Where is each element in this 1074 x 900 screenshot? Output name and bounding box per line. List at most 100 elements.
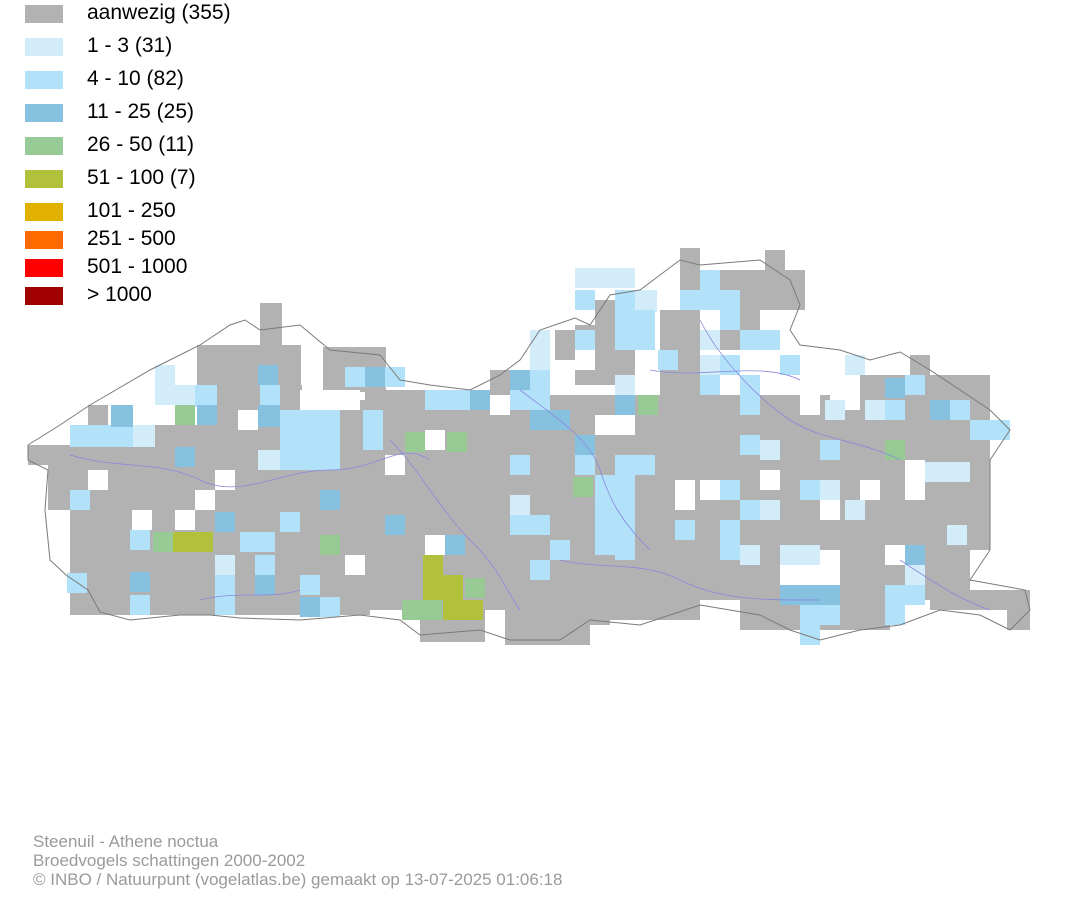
river-line bbox=[649, 369, 801, 381]
grid-cell-26-50 bbox=[465, 578, 485, 598]
grid-cell-11-25 bbox=[385, 515, 405, 535]
grid-cell-11-25 bbox=[258, 405, 280, 427]
grid-cell-4-10 bbox=[385, 367, 405, 387]
grid-cell-11-25 bbox=[197, 405, 217, 425]
grid-cell-present bbox=[260, 303, 282, 345]
grid-cell-present bbox=[765, 250, 785, 275]
grid-cell-1-3 bbox=[700, 330, 720, 350]
grid-cell-4-10 bbox=[950, 400, 970, 420]
grid-cell-4-10 bbox=[615, 540, 635, 560]
grid-cell-absent bbox=[132, 510, 152, 530]
grid-cell-26-50 bbox=[320, 535, 340, 555]
grid-cell-11-25 bbox=[300, 597, 320, 617]
grid-cell-1-3 bbox=[760, 440, 780, 460]
grid-cell-4-10 bbox=[320, 597, 340, 617]
grid-cell-1-3 bbox=[575, 268, 635, 288]
region-outline bbox=[27, 259, 1031, 641]
grid-cell-4-10 bbox=[885, 605, 905, 625]
grid-cell-absent bbox=[800, 375, 820, 415]
grid-cell-absent bbox=[425, 430, 445, 450]
grid-cell-present bbox=[785, 270, 805, 310]
legend-swatch bbox=[25, 170, 63, 188]
river-line bbox=[899, 559, 991, 611]
legend-swatch bbox=[25, 137, 63, 155]
river-line bbox=[199, 589, 301, 601]
grid-cell-26-50 bbox=[885, 440, 905, 460]
grid-cell-1-3 bbox=[760, 500, 780, 520]
grid-cell-26-50 bbox=[447, 432, 467, 452]
grid-cell-11-25 bbox=[130, 572, 150, 592]
legend-swatch bbox=[25, 5, 63, 23]
grid-cell-present bbox=[505, 600, 590, 645]
grid-cell-absent bbox=[215, 470, 235, 490]
rivers bbox=[69, 319, 991, 611]
legend-swatch bbox=[25, 287, 63, 305]
grid-cell-11-25 bbox=[615, 395, 635, 415]
grid-cell-absent bbox=[700, 480, 720, 500]
grid-cell-present bbox=[1007, 605, 1030, 630]
legend: aanwezig (355) 1 - 3 (31) 4 - 10 (82) 11 - … bbox=[0, 0, 400, 320]
grid-cell-1-3 bbox=[865, 400, 885, 420]
grid-cell-absent bbox=[88, 470, 108, 490]
grid-cell-4-10 bbox=[300, 575, 320, 595]
grid-cell-1-3 bbox=[947, 525, 967, 545]
river-line bbox=[559, 559, 821, 601]
grid-cell-26-50 bbox=[405, 432, 425, 452]
grid-cell-11-25 bbox=[930, 400, 950, 420]
legend-label: 11 - 25 (25) bbox=[87, 100, 194, 123]
legend-swatch bbox=[25, 104, 63, 122]
grid-cell-4-10 bbox=[130, 595, 150, 615]
grid-cell-51-100 bbox=[423, 555, 443, 575]
grid-cell-present bbox=[88, 405, 108, 425]
grid-cell-1-3 bbox=[700, 355, 720, 375]
grid-cell-absent bbox=[301, 345, 323, 385]
grid-cell-4-10 bbox=[70, 425, 133, 447]
grid-cell-1-3 bbox=[510, 495, 530, 515]
grid-cell-4-10 bbox=[820, 440, 840, 460]
legend-label: 4 - 10 (82) bbox=[87, 67, 184, 90]
grid-cell-11-25 bbox=[111, 405, 133, 427]
grid-cell-4-10 bbox=[575, 290, 595, 310]
grid-cell-4-10 bbox=[800, 480, 820, 500]
grid-cell-4-10 bbox=[320, 450, 340, 470]
grid-cell-1-3 bbox=[615, 375, 635, 395]
grid-cell-4-10 bbox=[800, 605, 840, 625]
grid-cell-absent bbox=[385, 455, 405, 475]
grid-cell-4-10 bbox=[510, 455, 530, 475]
map-footer: Steenuil - Athene noctua Broedvogels sch… bbox=[33, 832, 562, 889]
grid-cell-4-10 bbox=[70, 490, 90, 510]
grid-cell-absent bbox=[195, 490, 215, 510]
grid-cell-11-25 bbox=[175, 447, 195, 467]
legend-swatch bbox=[25, 259, 63, 277]
grid-cell-present bbox=[595, 300, 615, 325]
grid-cell-11-25 bbox=[510, 370, 530, 390]
grid-cell-4-10 bbox=[510, 390, 530, 410]
legend-label: > 1000 bbox=[87, 283, 152, 306]
grid-cell-4-10 bbox=[720, 520, 740, 560]
grid-cell-11-25 bbox=[258, 365, 278, 385]
grid-cell-absent bbox=[238, 410, 258, 430]
grid-cell-26-50 bbox=[573, 477, 593, 497]
grid-cell-4-10 bbox=[345, 367, 365, 387]
grid-cell-11-25 bbox=[905, 545, 925, 565]
legend-label: 101 - 250 bbox=[87, 199, 176, 222]
legend-label: 501 - 1000 bbox=[87, 255, 188, 278]
grid-cell-absent bbox=[820, 500, 840, 520]
grid-cell-present bbox=[910, 355, 930, 375]
grid-cell-absent bbox=[575, 350, 595, 370]
grid-cell-11-25 bbox=[255, 575, 275, 595]
grid-cell-11-25 bbox=[215, 512, 235, 532]
grid-cell-4-10 bbox=[970, 420, 990, 440]
grid-cell-4-10 bbox=[615, 455, 655, 475]
grid-cell-26-50 bbox=[175, 405, 195, 425]
grid-cell-absent bbox=[300, 390, 340, 410]
grid-cell-1-3 bbox=[175, 385, 195, 405]
legend-label: 51 - 100 (7) bbox=[87, 166, 196, 189]
grid-cell-4-10 bbox=[425, 390, 470, 410]
species-name: Steenuil - Athene noctua bbox=[33, 832, 219, 851]
grid-cell-11-25 bbox=[575, 435, 595, 455]
grid-cell-present bbox=[555, 330, 575, 360]
grid-cell-11-25 bbox=[445, 535, 465, 555]
grid-cell-26-50 bbox=[153, 532, 173, 552]
grid-cell-present bbox=[930, 550, 970, 610]
